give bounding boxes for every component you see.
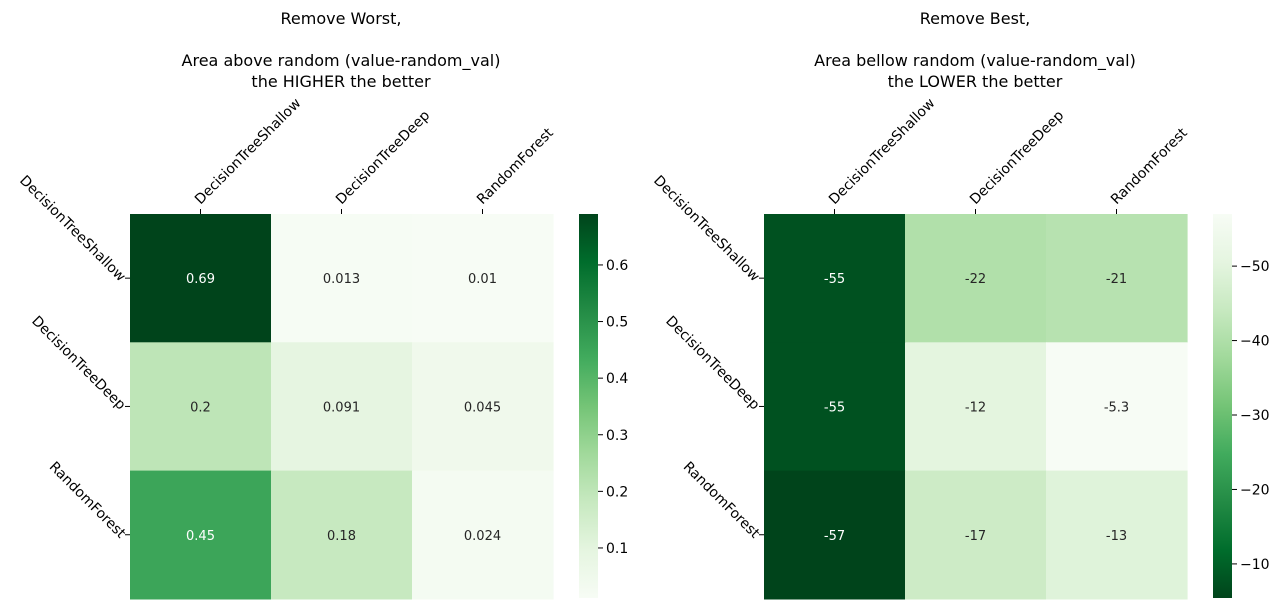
chart-title-line-1: Remove Best, bbox=[920, 9, 1031, 28]
colorbar-tick-label: −40 bbox=[1240, 334, 1270, 350]
x-tick-label: RandomForest bbox=[1108, 125, 1191, 208]
cell-annotation: 0.45 bbox=[186, 529, 215, 544]
colorbar-tick-label: 0.4 bbox=[606, 371, 628, 387]
x-tick-label: DecisionTreeDeep bbox=[333, 108, 433, 208]
heatmap-remove-best: Remove Best, Area bellow random (value-r… bbox=[650, 9, 1270, 600]
colorbar-tick-label: 0.6 bbox=[606, 258, 628, 274]
x-tick-label: DecisionTreeShallow bbox=[826, 95, 938, 207]
cell-annotation: 0.091 bbox=[323, 400, 360, 415]
cell-annotation: -21 bbox=[1106, 272, 1127, 287]
y-tick-label: DecisionTreeShallow bbox=[650, 173, 762, 285]
heatmap-cell bbox=[1046, 470, 1188, 600]
colorbar-tick-label: 0.2 bbox=[606, 484, 628, 500]
heatmap-cell bbox=[905, 214, 1047, 343]
y-tick-label: DecisionTreeDeep bbox=[28, 313, 128, 413]
heatmap-cell bbox=[905, 342, 1047, 472]
cell-annotation: 0.01 bbox=[468, 272, 497, 287]
chart-title-line-3: Area bellow random (value-random_val) bbox=[814, 51, 1136, 71]
heatmap-cell bbox=[130, 214, 272, 343]
heatmap-cell bbox=[271, 470, 413, 600]
x-tick-label: DecisionTreeShallow bbox=[192, 95, 304, 207]
cell-annotation: 0.69 bbox=[186, 272, 215, 287]
heatmap-cell bbox=[412, 214, 554, 343]
heatmap-cell bbox=[1046, 214, 1188, 343]
heatmap-cell bbox=[1046, 342, 1188, 472]
cell-annotation: -55 bbox=[824, 400, 845, 415]
colorbar-tick-label: −10 bbox=[1240, 557, 1270, 573]
colorbar-tick-label: −30 bbox=[1240, 408, 1270, 424]
chart-title-line-4: the HIGHER the better bbox=[251, 72, 431, 91]
heatmap-cell bbox=[764, 342, 906, 472]
colorbar-tick-label: −20 bbox=[1240, 482, 1270, 498]
y-tick-label: DecisionTreeDeep bbox=[662, 313, 762, 413]
heatmap-cell bbox=[764, 214, 906, 343]
colorbar bbox=[1213, 214, 1232, 598]
cell-annotation: -57 bbox=[824, 529, 845, 544]
heatmap-cell bbox=[271, 214, 413, 343]
chart-title-line-1: Remove Worst, bbox=[281, 9, 402, 28]
y-tick-label: DecisionTreeShallow bbox=[16, 173, 128, 285]
colorbar-tick-label: 0.1 bbox=[606, 541, 628, 557]
heatmap-cell bbox=[271, 342, 413, 472]
colorbar bbox=[579, 214, 598, 598]
cell-annotation: -17 bbox=[965, 529, 986, 544]
colorbar-tick-label: −50 bbox=[1240, 259, 1270, 275]
cell-annotation: 0.013 bbox=[323, 272, 360, 287]
heatmap-cell bbox=[412, 470, 554, 600]
y-tick-label: RandomForest bbox=[46, 459, 129, 542]
heatmap-cell bbox=[905, 470, 1047, 600]
cell-annotation: 0.024 bbox=[464, 529, 501, 544]
heatmap-remove-worst: Remove Worst, Area above random (value-r… bbox=[16, 9, 628, 600]
chart-title-line-4: the LOWER the better bbox=[888, 72, 1063, 91]
heatmap-cell bbox=[764, 470, 906, 600]
cell-annotation: -22 bbox=[965, 272, 986, 287]
cell-annotation: -5.3 bbox=[1104, 400, 1129, 415]
y-tick-label: RandomForest bbox=[680, 459, 763, 542]
cell-annotation: -12 bbox=[965, 400, 986, 415]
cell-annotation: -13 bbox=[1106, 529, 1127, 544]
heatmap-cell bbox=[130, 470, 272, 600]
colorbar-tick-label: 0.3 bbox=[606, 428, 628, 444]
heatmap-cell bbox=[412, 342, 554, 472]
chart-title-line-3: Area above random (value-random_val) bbox=[182, 51, 501, 71]
cell-annotation: 0.045 bbox=[464, 400, 501, 415]
heatmap-cell bbox=[130, 342, 272, 472]
x-tick-label: RandomForest bbox=[474, 125, 557, 208]
cell-annotation: -55 bbox=[824, 272, 845, 287]
colorbar-tick-label: 0.5 bbox=[606, 315, 628, 331]
cell-annotation: 0.2 bbox=[190, 400, 211, 415]
x-tick-label: DecisionTreeDeep bbox=[967, 108, 1067, 208]
cell-annotation: 0.18 bbox=[327, 529, 356, 544]
